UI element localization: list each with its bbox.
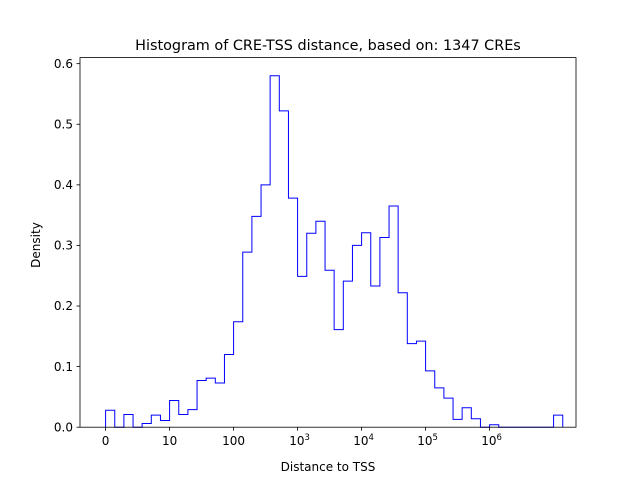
- y-tick-label: 0.0: [54, 420, 73, 434]
- y-tick-label: 0.3: [54, 239, 73, 253]
- axes-frame: [79, 57, 577, 428]
- y-axis-title: Density: [29, 222, 43, 268]
- x-tick-label: 10: [162, 434, 177, 448]
- x-tick-label: 105: [417, 433, 438, 448]
- y-tick-label: 0.1: [54, 360, 73, 374]
- x-tick-label: 103: [289, 433, 310, 448]
- x-tick-label: 100: [222, 434, 245, 448]
- y-tick-label: 0.2: [54, 299, 73, 313]
- y-tick-label: 0.5: [54, 117, 73, 131]
- x-axis-title: Distance to TSS: [281, 460, 376, 474]
- x-tick-label: 104: [353, 433, 374, 448]
- chart-title: Histogram of CRE-TSS distance, based on:…: [135, 38, 521, 54]
- x-tick-label: 106: [481, 433, 502, 448]
- y-tick-label: 0.6: [54, 57, 73, 71]
- plot-area: 0.0 0.1 0.2 0.3 0.4 0.5 0.6 0 10 100 103 104 105 106: [54, 57, 577, 448]
- histogram-step-line: [105, 75, 564, 428]
- x-tick-label: 0: [102, 434, 110, 448]
- y-tick-label: 0.4: [54, 178, 73, 192]
